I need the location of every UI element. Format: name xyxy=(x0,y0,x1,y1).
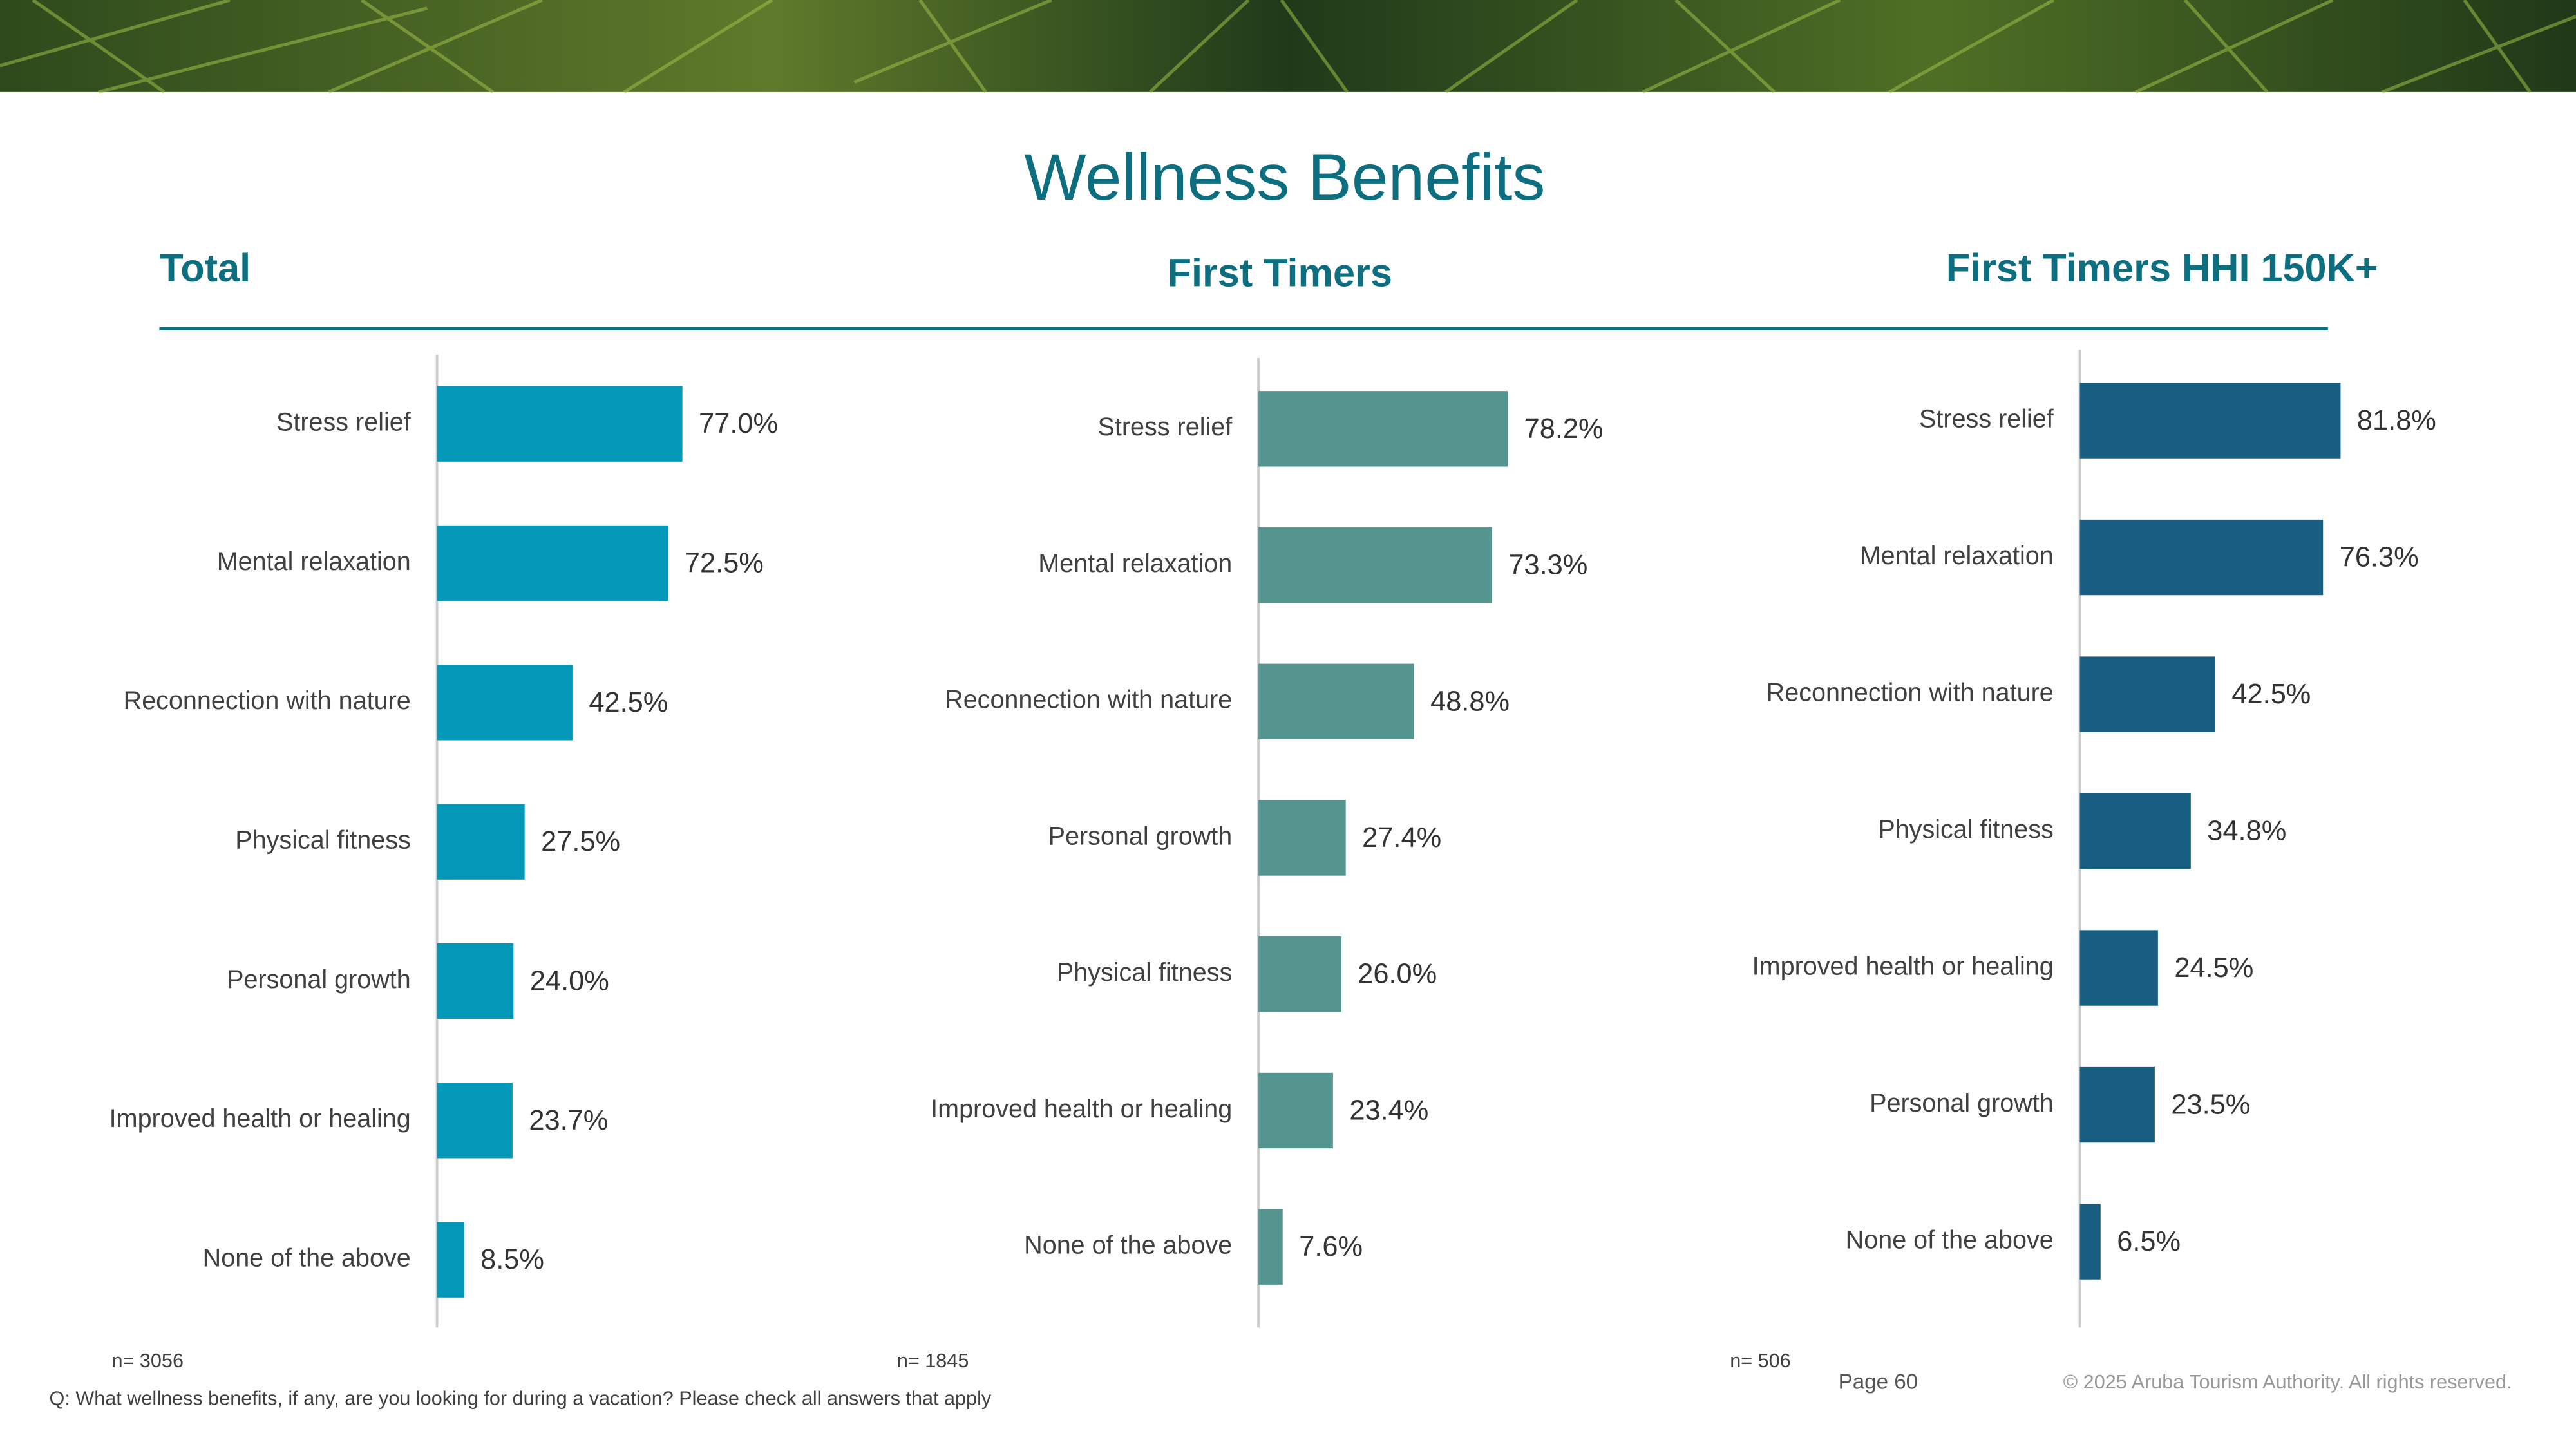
bar xyxy=(437,1083,513,1159)
value-label: 78.2% xyxy=(1524,413,1604,444)
value-label: 42.5% xyxy=(589,687,668,718)
value-label: 23.4% xyxy=(1349,1095,1428,1126)
bar xyxy=(1258,391,1508,467)
category-label: Physical fitness xyxy=(235,826,410,855)
value-label: 7.6% xyxy=(1299,1231,1363,1262)
category-label: Reconnection with nature xyxy=(1766,678,2054,706)
chart-title: Total xyxy=(159,246,251,290)
category-label: Mental relaxation xyxy=(1038,549,1232,578)
bar xyxy=(1258,1072,1333,1149)
bar xyxy=(2079,793,2191,869)
value-label: 26.0% xyxy=(1358,959,1437,990)
sample-size: n= 3056 xyxy=(111,1350,184,1372)
category-label: None of the above xyxy=(203,1244,411,1273)
sample-size: n= 1845 xyxy=(897,1350,969,1372)
category-label: Physical fitness xyxy=(1057,958,1232,987)
value-label: 42.5% xyxy=(2231,679,2311,710)
bar xyxy=(2079,1204,2101,1280)
bar xyxy=(2079,519,2324,596)
value-label: 24.0% xyxy=(530,965,609,996)
category-label: Stress relief xyxy=(1919,404,2054,433)
category-label: Improved health or healing xyxy=(1752,952,2054,980)
value-label: 24.5% xyxy=(2174,952,2253,983)
bar xyxy=(2079,930,2158,1006)
bar xyxy=(437,525,668,601)
slide-title: Wellness Benefits xyxy=(1024,140,1545,214)
value-label: 73.3% xyxy=(1508,550,1587,581)
bar xyxy=(2079,1066,2155,1143)
category-label: Reconnection with nature xyxy=(124,687,411,715)
value-label: 27.5% xyxy=(541,826,620,857)
value-label: 81.8% xyxy=(2357,405,2436,436)
value-label: 6.5% xyxy=(2117,1226,2181,1257)
category-label: Reconnection with nature xyxy=(945,686,1232,714)
category-label: None of the above xyxy=(1846,1226,2054,1254)
category-label: Mental relaxation xyxy=(217,547,411,576)
sample-size: n= 506 xyxy=(1730,1350,1790,1372)
bar xyxy=(2079,383,2341,459)
bar xyxy=(1258,527,1492,603)
bar xyxy=(1258,936,1341,1012)
category-label: Personal growth xyxy=(1048,822,1233,850)
bar xyxy=(437,1222,464,1298)
chart-title: First Timers HHI 150K+ xyxy=(1946,246,2378,290)
value-label: 23.7% xyxy=(529,1105,608,1136)
bar xyxy=(2079,656,2215,732)
value-label: 48.8% xyxy=(1430,686,1510,717)
category-label: Improved health or healing xyxy=(109,1104,411,1133)
bar xyxy=(437,943,514,1019)
category-label: None of the above xyxy=(1024,1231,1232,1260)
bar xyxy=(1258,800,1346,876)
value-label: 72.5% xyxy=(685,547,764,578)
value-label: 23.5% xyxy=(2171,1090,2250,1121)
bar xyxy=(437,386,683,462)
value-label: 27.4% xyxy=(1362,822,1441,853)
category-label: Physical fitness xyxy=(1878,815,2053,844)
bar xyxy=(1258,1209,1283,1285)
header-banner xyxy=(0,0,2576,94)
value-label: 8.5% xyxy=(480,1244,544,1275)
category-label: Mental relaxation xyxy=(1860,542,2054,570)
copyright: © 2025 Aruba Tourism Authority. All righ… xyxy=(2063,1371,2512,1393)
category-label: Stress relief xyxy=(276,408,412,437)
category-label: Improved health or healing xyxy=(931,1095,1232,1123)
page-number: Page 60 xyxy=(1839,1370,1918,1394)
bar xyxy=(437,665,573,741)
category-label: Personal growth xyxy=(1870,1089,2054,1117)
bar xyxy=(1258,663,1414,739)
value-label: 76.3% xyxy=(2340,542,2419,573)
bar xyxy=(437,804,525,880)
value-label: 77.0% xyxy=(699,408,778,439)
value-label: 34.8% xyxy=(2207,816,2286,847)
category-label: Stress relief xyxy=(1098,413,1233,441)
chart-title: First Timers xyxy=(1168,251,1392,295)
category-label: Personal growth xyxy=(227,965,411,994)
question: Q: What wellness benefits, if any, are y… xyxy=(50,1388,992,1410)
